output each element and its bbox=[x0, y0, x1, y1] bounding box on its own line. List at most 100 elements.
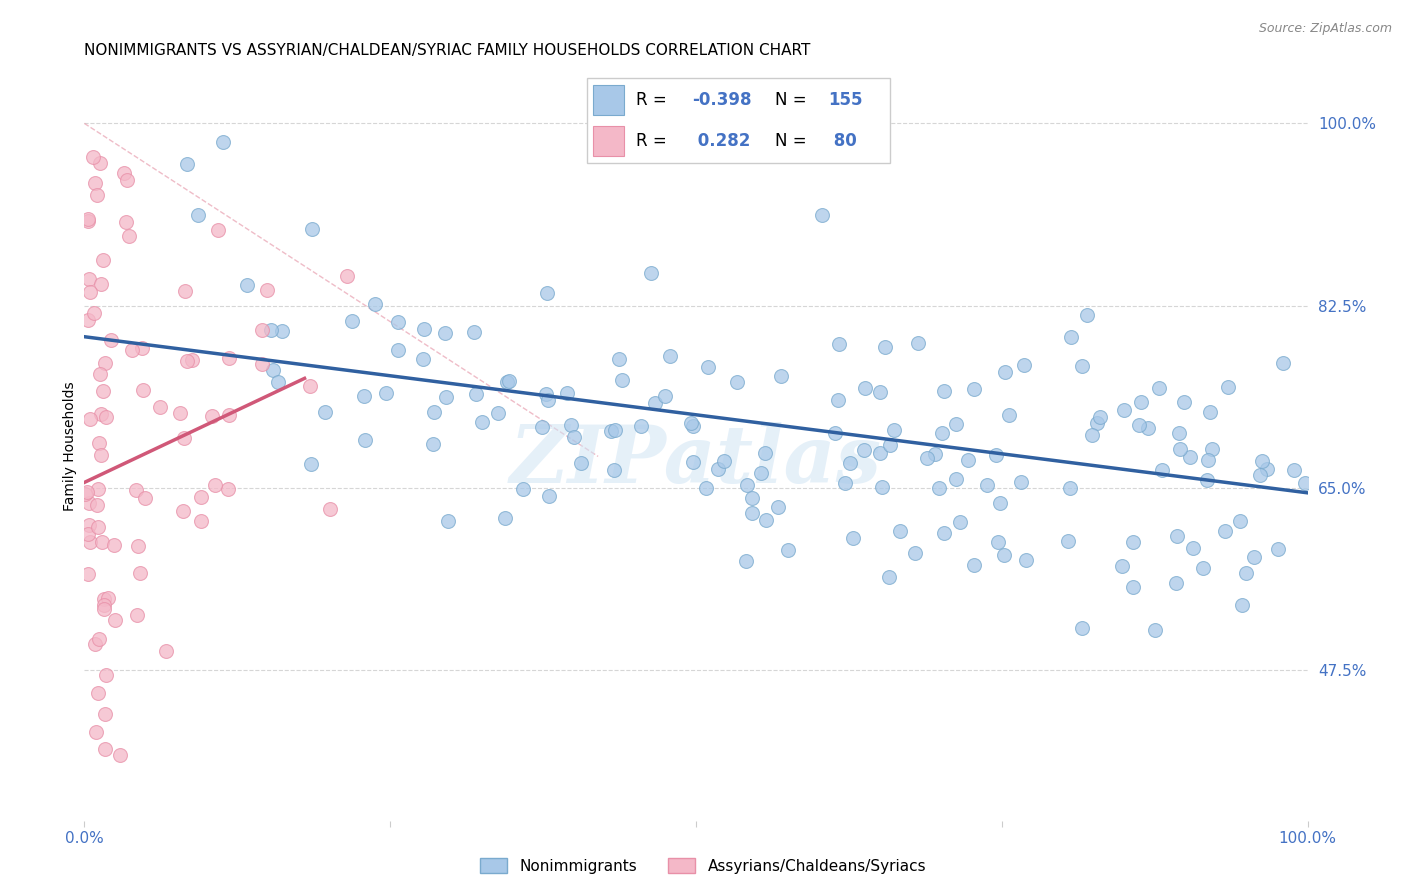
Point bbox=[882, 423, 904, 437]
Point bbox=[108, 747, 131, 762]
Point bbox=[512, 483, 534, 497]
Point bbox=[256, 283, 278, 297]
Point bbox=[1182, 541, 1205, 555]
Point bbox=[94, 668, 117, 682]
Point bbox=[838, 456, 860, 470]
Point bbox=[931, 426, 953, 441]
Point bbox=[340, 313, 363, 327]
Point bbox=[73, 487, 96, 501]
Point bbox=[86, 499, 108, 513]
Point bbox=[994, 365, 1017, 379]
Point bbox=[131, 384, 153, 398]
Text: 80: 80 bbox=[828, 132, 856, 150]
Point bbox=[682, 455, 704, 469]
Point bbox=[749, 466, 772, 480]
Point bbox=[1195, 474, 1218, 488]
Point bbox=[91, 253, 114, 268]
Point bbox=[963, 383, 986, 397]
Point bbox=[464, 387, 486, 401]
Text: -0.398: -0.398 bbox=[692, 91, 751, 109]
Point bbox=[879, 438, 901, 452]
Point bbox=[423, 404, 446, 418]
Point bbox=[169, 406, 191, 420]
Point bbox=[89, 368, 111, 382]
Point bbox=[679, 417, 702, 431]
Point bbox=[201, 409, 224, 423]
Point bbox=[735, 554, 758, 568]
Point bbox=[569, 456, 592, 470]
Point bbox=[998, 409, 1021, 423]
Point bbox=[83, 306, 105, 320]
Text: ZIPatlas: ZIPatlas bbox=[510, 422, 882, 500]
Point bbox=[173, 284, 195, 298]
Point bbox=[834, 475, 856, 490]
Point bbox=[103, 538, 125, 552]
Point bbox=[557, 386, 579, 401]
Point bbox=[134, 491, 156, 506]
Point bbox=[1059, 481, 1081, 495]
Point bbox=[77, 566, 100, 581]
Point bbox=[1251, 454, 1274, 468]
Point bbox=[89, 156, 111, 170]
Point bbox=[87, 686, 110, 700]
Point bbox=[828, 337, 851, 351]
Text: N =: N = bbox=[775, 132, 813, 150]
Point bbox=[271, 325, 294, 339]
Point bbox=[1128, 417, 1150, 432]
Point bbox=[149, 400, 172, 414]
Point bbox=[610, 373, 633, 387]
Point bbox=[93, 602, 115, 616]
Point bbox=[824, 426, 846, 441]
Point bbox=[1218, 380, 1240, 394]
Point bbox=[1143, 623, 1166, 637]
Point bbox=[79, 412, 101, 426]
Point bbox=[235, 278, 257, 293]
Point bbox=[117, 172, 139, 186]
Point bbox=[872, 480, 894, 494]
Point bbox=[494, 511, 516, 525]
Point bbox=[607, 352, 630, 367]
Point bbox=[811, 208, 834, 222]
Point bbox=[755, 513, 778, 527]
Point bbox=[1136, 421, 1159, 435]
Point bbox=[1167, 426, 1189, 441]
Point bbox=[869, 384, 891, 399]
Point bbox=[1164, 575, 1187, 590]
Point bbox=[90, 277, 112, 291]
Point bbox=[91, 535, 114, 549]
Point bbox=[1267, 542, 1289, 557]
Point bbox=[1166, 529, 1188, 543]
Point bbox=[298, 379, 321, 393]
Point bbox=[89, 435, 111, 450]
Point bbox=[412, 351, 434, 366]
FancyBboxPatch shape bbox=[593, 126, 624, 156]
Point bbox=[842, 531, 865, 545]
Point bbox=[181, 353, 204, 368]
Point bbox=[695, 481, 717, 495]
Point bbox=[984, 449, 1007, 463]
Point bbox=[735, 478, 758, 492]
Point bbox=[354, 434, 377, 448]
Point bbox=[603, 463, 626, 477]
Point bbox=[1150, 463, 1173, 477]
Point bbox=[79, 535, 101, 549]
Point bbox=[172, 504, 194, 518]
Point bbox=[93, 592, 115, 607]
Point bbox=[94, 741, 117, 756]
Point bbox=[531, 419, 554, 434]
Point bbox=[1234, 566, 1257, 581]
Point bbox=[562, 430, 585, 444]
Point bbox=[1201, 442, 1223, 456]
Point bbox=[77, 517, 100, 532]
Point bbox=[434, 390, 457, 404]
Point bbox=[907, 336, 929, 351]
Point bbox=[988, 496, 1011, 510]
Point bbox=[904, 546, 927, 560]
Point bbox=[173, 431, 195, 445]
Point bbox=[90, 449, 112, 463]
Y-axis label: Family Households: Family Households bbox=[63, 381, 77, 511]
Point bbox=[364, 297, 387, 311]
Text: 155: 155 bbox=[828, 91, 862, 109]
Point bbox=[218, 409, 240, 423]
Point bbox=[889, 524, 911, 538]
